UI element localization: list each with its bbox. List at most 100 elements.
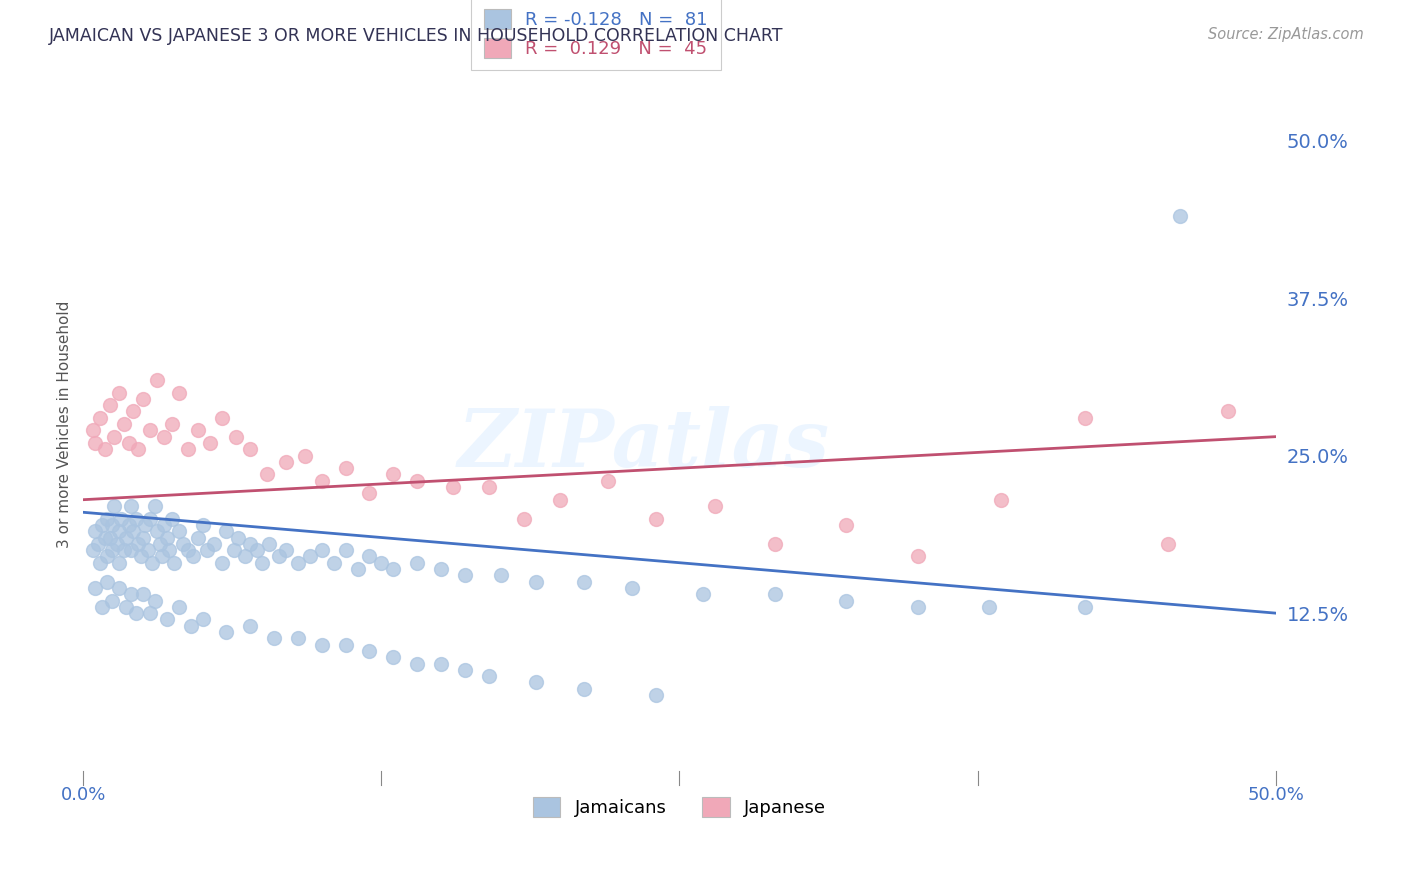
Point bbox=[524, 675, 547, 690]
Point bbox=[89, 410, 111, 425]
Point bbox=[692, 587, 714, 601]
Point bbox=[187, 531, 209, 545]
Point bbox=[82, 543, 104, 558]
Point bbox=[572, 681, 595, 696]
Point bbox=[406, 657, 429, 671]
Point bbox=[84, 581, 107, 595]
Point bbox=[287, 632, 309, 646]
Point bbox=[139, 511, 162, 525]
Point bbox=[239, 442, 262, 457]
Point bbox=[156, 612, 179, 626]
Point bbox=[139, 423, 162, 437]
Point bbox=[430, 562, 453, 576]
Point bbox=[143, 593, 166, 607]
Point bbox=[215, 625, 238, 640]
Point bbox=[96, 549, 118, 564]
Point bbox=[91, 517, 114, 532]
Point bbox=[294, 449, 316, 463]
Point bbox=[117, 436, 139, 450]
Point bbox=[146, 373, 169, 387]
Point bbox=[163, 556, 186, 570]
Point bbox=[143, 499, 166, 513]
Point bbox=[108, 385, 131, 400]
Point bbox=[311, 638, 333, 652]
Point bbox=[172, 537, 194, 551]
Point bbox=[82, 423, 104, 437]
Point bbox=[191, 612, 214, 626]
Point bbox=[94, 442, 117, 457]
Point bbox=[259, 537, 281, 551]
Point bbox=[110, 511, 132, 525]
Point bbox=[1168, 209, 1191, 223]
Point bbox=[129, 549, 152, 564]
Point bbox=[101, 517, 124, 532]
Y-axis label: 3 or more Vehicles in Household: 3 or more Vehicles in Household bbox=[58, 301, 72, 548]
Point bbox=[167, 385, 190, 400]
Point bbox=[86, 537, 108, 551]
Text: Source: ZipAtlas.com: Source: ZipAtlas.com bbox=[1208, 27, 1364, 42]
Point bbox=[167, 599, 190, 614]
Point bbox=[198, 436, 221, 450]
Point bbox=[335, 638, 357, 652]
Point bbox=[84, 436, 107, 450]
Point bbox=[359, 486, 381, 500]
Point bbox=[157, 543, 180, 558]
Point bbox=[191, 517, 214, 532]
Point bbox=[132, 392, 155, 406]
Point bbox=[91, 599, 114, 614]
Text: ZIPatlas: ZIPatlas bbox=[457, 406, 830, 483]
Point bbox=[835, 517, 858, 532]
Point bbox=[298, 549, 321, 564]
Point bbox=[267, 549, 290, 564]
Point bbox=[704, 499, 727, 513]
Point bbox=[96, 511, 118, 525]
Point bbox=[122, 524, 145, 539]
Text: 0.0%: 0.0% bbox=[60, 786, 105, 804]
Point bbox=[84, 524, 107, 539]
Point bbox=[103, 499, 125, 513]
Point bbox=[187, 423, 209, 437]
Point bbox=[105, 537, 128, 551]
Point bbox=[120, 587, 142, 601]
Point bbox=[335, 461, 357, 475]
Point bbox=[382, 562, 405, 576]
Point bbox=[120, 499, 142, 513]
Point bbox=[370, 556, 392, 570]
Point bbox=[441, 480, 464, 494]
Point bbox=[101, 543, 124, 558]
Point bbox=[1074, 599, 1097, 614]
Point bbox=[239, 537, 262, 551]
Point bbox=[644, 511, 666, 525]
Point bbox=[127, 537, 149, 551]
Point bbox=[115, 531, 138, 545]
Text: JAMAICAN VS JAPANESE 3 OR MORE VEHICLES IN HOUSEHOLD CORRELATION CHART: JAMAICAN VS JAPANESE 3 OR MORE VEHICLES … bbox=[49, 27, 783, 45]
Point bbox=[359, 644, 381, 658]
Point bbox=[136, 543, 159, 558]
Point bbox=[180, 619, 202, 633]
Point bbox=[274, 543, 297, 558]
Point bbox=[177, 442, 200, 457]
Point bbox=[382, 467, 405, 482]
Point bbox=[835, 593, 858, 607]
Point bbox=[572, 574, 595, 589]
Point bbox=[150, 549, 173, 564]
Point bbox=[620, 581, 643, 595]
Point bbox=[215, 524, 238, 539]
Point bbox=[101, 593, 124, 607]
Point bbox=[489, 568, 512, 582]
Point bbox=[181, 549, 204, 564]
Point bbox=[98, 398, 121, 412]
Point bbox=[160, 511, 183, 525]
Point bbox=[211, 410, 233, 425]
Point bbox=[335, 543, 357, 558]
Point bbox=[246, 543, 269, 558]
Point bbox=[125, 511, 148, 525]
Point bbox=[478, 480, 501, 494]
Point bbox=[763, 537, 786, 551]
Point bbox=[139, 606, 162, 620]
Point bbox=[127, 442, 149, 457]
Point bbox=[226, 531, 249, 545]
Point bbox=[979, 599, 1001, 614]
Text: 50.0%: 50.0% bbox=[1247, 786, 1303, 804]
Legend: Jamaicans, Japanese: Jamaicans, Japanese bbox=[526, 789, 834, 824]
